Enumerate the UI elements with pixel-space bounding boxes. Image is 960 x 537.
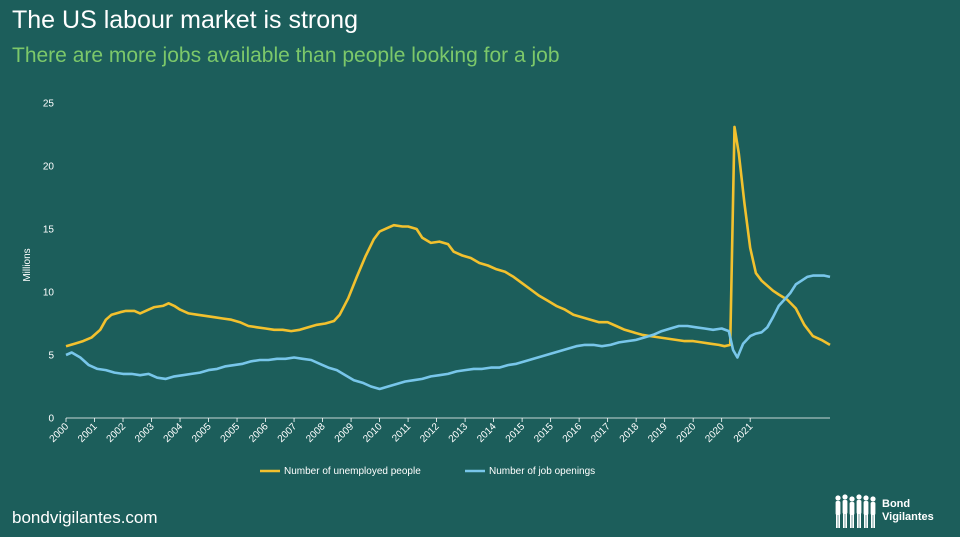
y-tick-label: 10	[43, 288, 55, 299]
legend-label-openings: Number of job openings	[489, 466, 595, 477]
y-tick-label: 25	[43, 99, 55, 110]
x-tick-label: 2001	[76, 421, 100, 445]
x-tick-label: 2000	[48, 421, 72, 445]
chart-title: The US labour market is strong	[12, 6, 358, 34]
legend: Number of unemployed people Number of jo…	[260, 466, 595, 477]
x-tick-label: 2009	[333, 421, 357, 445]
bond-vigilantes-logo: Bond Vigilantes	[834, 492, 954, 532]
x-tick-label: 2007	[276, 421, 300, 445]
x-tick-label: 2020	[703, 421, 727, 445]
x-tick-label: 2012	[418, 421, 442, 445]
x-tick-label: 2017	[589, 421, 613, 445]
x-tick-label: 2021	[732, 421, 756, 445]
x-tick-label: 2002	[105, 421, 129, 445]
y-axis: 0 5 10 15 20 25	[43, 99, 55, 425]
y-tick-label: 0	[48, 414, 54, 425]
y-tick-label: 5	[48, 351, 54, 362]
x-tick-label: 2013	[447, 421, 471, 445]
x-tick-label: 2005	[190, 421, 214, 445]
x-tick-label: 2011	[390, 421, 413, 444]
series-line-unemployed	[65, 125, 831, 348]
series-line-openings	[65, 274, 831, 391]
logo-line-bond: Bond	[882, 498, 911, 510]
site-url: bondvigilantes.com	[12, 508, 158, 527]
x-tick-label: 2004	[162, 421, 186, 445]
x-tick-label: 2020	[675, 421, 699, 445]
x-tick-label: 2005	[219, 421, 243, 445]
y-axis-title: Millions	[22, 248, 33, 281]
legend-label-unemployed: Number of unemployed people	[284, 466, 421, 477]
y-tick-label: 20	[43, 162, 55, 173]
x-tick-label: 2015	[532, 421, 556, 445]
logo-line-vigilantes: Vigilantes	[882, 511, 934, 523]
x-tick-label: 2015	[504, 421, 528, 445]
x-tick-label: 2010	[361, 421, 385, 445]
series-group	[65, 125, 831, 391]
x-tick-label: 2008	[304, 421, 328, 445]
x-axis: 2000 2001 2002 2003 2004 2005 2005 2006 2007 2008…	[48, 417, 830, 445]
chart-subtitle: There are more jobs available than peopl…	[12, 44, 560, 67]
x-tick-label: 2014	[475, 421, 499, 445]
x-tick-label: 2006	[247, 421, 271, 445]
y-tick-label: 15	[43, 225, 55, 236]
x-tick-label: 2016	[561, 421, 585, 445]
logo-wordmark: Bond Vigilantes	[882, 498, 934, 524]
x-tick-label: 2018	[618, 421, 642, 445]
people-silhouette-icon	[835, 494, 876, 528]
x-tick-label: 2019	[646, 421, 670, 445]
x-tick-label: 2003	[133, 421, 157, 445]
